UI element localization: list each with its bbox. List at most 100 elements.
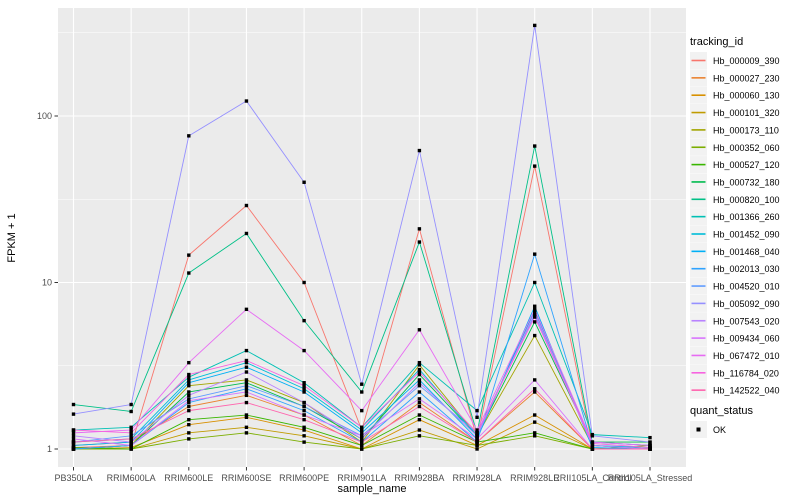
data-point bbox=[417, 360, 422, 365]
legend-entry-Hb_000527_120: Hb_000527_120 bbox=[690, 156, 780, 174]
data-point bbox=[417, 363, 422, 367]
data-point bbox=[533, 313, 537, 317]
data-point bbox=[533, 378, 537, 382]
data-point bbox=[129, 443, 133, 448]
data-point bbox=[187, 378, 191, 382]
data-point bbox=[187, 360, 191, 365]
x-tick-label: RRII105LA_Control bbox=[553, 473, 631, 483]
data-point bbox=[360, 447, 364, 451]
legend-entry-label: Hb_001366_260 bbox=[713, 212, 780, 222]
data-point bbox=[417, 413, 422, 417]
data-point bbox=[302, 417, 306, 422]
legend-entry-Hb_000820_100: Hb_000820_100 bbox=[690, 190, 780, 208]
data-point bbox=[360, 431, 364, 435]
data-point bbox=[129, 431, 133, 435]
data-point bbox=[244, 365, 249, 369]
data-point bbox=[187, 397, 191, 401]
data-point bbox=[417, 417, 422, 422]
legend-entry-Hb_000009_390: Hb_000009_390 bbox=[690, 52, 780, 69]
data-point bbox=[302, 425, 306, 429]
data-point bbox=[533, 164, 537, 168]
legend-entry-Hb_000101_320: Hb_000101_320 bbox=[690, 104, 780, 122]
data-point bbox=[244, 360, 249, 365]
x-tick-label: RRIM928BA bbox=[394, 473, 444, 483]
data-point bbox=[417, 383, 422, 388]
data-point bbox=[533, 431, 537, 435]
data-point bbox=[648, 447, 652, 451]
data-point bbox=[129, 402, 133, 407]
data-point bbox=[533, 420, 537, 424]
data-point bbox=[302, 440, 306, 444]
legend-entry-Hb_000732_180: Hb_000732_180 bbox=[690, 173, 780, 191]
data-point bbox=[648, 440, 652, 444]
data-point bbox=[129, 447, 133, 451]
data-point bbox=[71, 440, 76, 444]
legend-quant-status: OK bbox=[690, 421, 726, 438]
data-point bbox=[475, 415, 479, 420]
data-point bbox=[590, 447, 595, 451]
data-points bbox=[71, 23, 652, 451]
legend-title-tracking-id: tracking_id bbox=[690, 36, 743, 48]
data-point bbox=[533, 390, 537, 394]
legend-entry-label: Hb_001452_090 bbox=[713, 230, 780, 240]
data-point bbox=[360, 382, 364, 386]
legend-entry-Hb_004520_010: Hb_004520_010 bbox=[690, 277, 780, 295]
data-point bbox=[244, 358, 249, 363]
legend-entry-label: Hb_116784_020 bbox=[713, 368, 779, 378]
data-point bbox=[71, 437, 76, 441]
data-point bbox=[475, 428, 479, 432]
legend-entry-label: Hb_000820_100 bbox=[713, 195, 780, 205]
data-point bbox=[475, 440, 479, 444]
data-point bbox=[187, 404, 191, 409]
y-tick-label: 10 bbox=[42, 278, 52, 288]
data-point bbox=[360, 434, 364, 438]
x-tick-label: RRIM600LE bbox=[164, 473, 213, 483]
data-point bbox=[302, 318, 306, 323]
data-point bbox=[244, 307, 249, 312]
data-point bbox=[475, 408, 479, 413]
legend-entry-Hb_009434_060: Hb_009434_060 bbox=[690, 329, 780, 347]
data-point bbox=[244, 431, 249, 435]
x-tick-label: RRIM901LA bbox=[337, 473, 386, 483]
legend-entry-Hb_001468_040: Hb_001468_040 bbox=[690, 242, 780, 260]
data-point bbox=[417, 148, 422, 153]
x-tick-label: RRIM928LE bbox=[510, 473, 559, 483]
data-point bbox=[475, 443, 479, 448]
data-point bbox=[244, 99, 249, 103]
x-tick-label: RRIM600SE bbox=[221, 473, 271, 483]
x-tick-label: RRIM600LA bbox=[107, 473, 156, 483]
data-point bbox=[187, 399, 191, 403]
data-point bbox=[533, 434, 537, 438]
data-point bbox=[187, 383, 191, 388]
legend-entry-Hb_007543_020: Hb_007543_020 bbox=[690, 312, 780, 330]
data-point bbox=[244, 370, 249, 374]
data-point bbox=[417, 370, 422, 374]
data-point bbox=[187, 393, 191, 398]
data-point bbox=[244, 413, 249, 417]
data-point bbox=[533, 280, 537, 285]
y-tick-label: 100 bbox=[37, 111, 52, 121]
y-axis-title: FPKM + 1 bbox=[6, 213, 18, 262]
data-point bbox=[590, 434, 595, 438]
data-point bbox=[302, 387, 306, 391]
x-tick-label: RRII105LA_Stressed bbox=[608, 473, 693, 483]
legend-entry-label: Hb_067472_010 bbox=[713, 351, 780, 361]
legend-entry-label: Hb_002013_030 bbox=[713, 264, 780, 274]
y-tick-label: 1 bbox=[47, 444, 52, 454]
data-point bbox=[533, 413, 537, 417]
data-point bbox=[533, 320, 537, 324]
data-point bbox=[533, 252, 537, 256]
data-point bbox=[417, 390, 422, 394]
legend-entry-Hb_000352_060: Hb_000352_060 bbox=[690, 138, 780, 156]
data-point bbox=[302, 280, 306, 285]
data-point bbox=[533, 333, 537, 338]
legend-entry-Hb_067472_010: Hb_067472_010 bbox=[690, 346, 780, 364]
data-point bbox=[360, 440, 364, 444]
data-point bbox=[129, 425, 133, 429]
data-point bbox=[244, 415, 249, 420]
data-point bbox=[533, 310, 537, 315]
data-point bbox=[417, 378, 422, 382]
data-point bbox=[244, 348, 249, 353]
data-point bbox=[475, 437, 479, 441]
data-point bbox=[648, 435, 652, 440]
